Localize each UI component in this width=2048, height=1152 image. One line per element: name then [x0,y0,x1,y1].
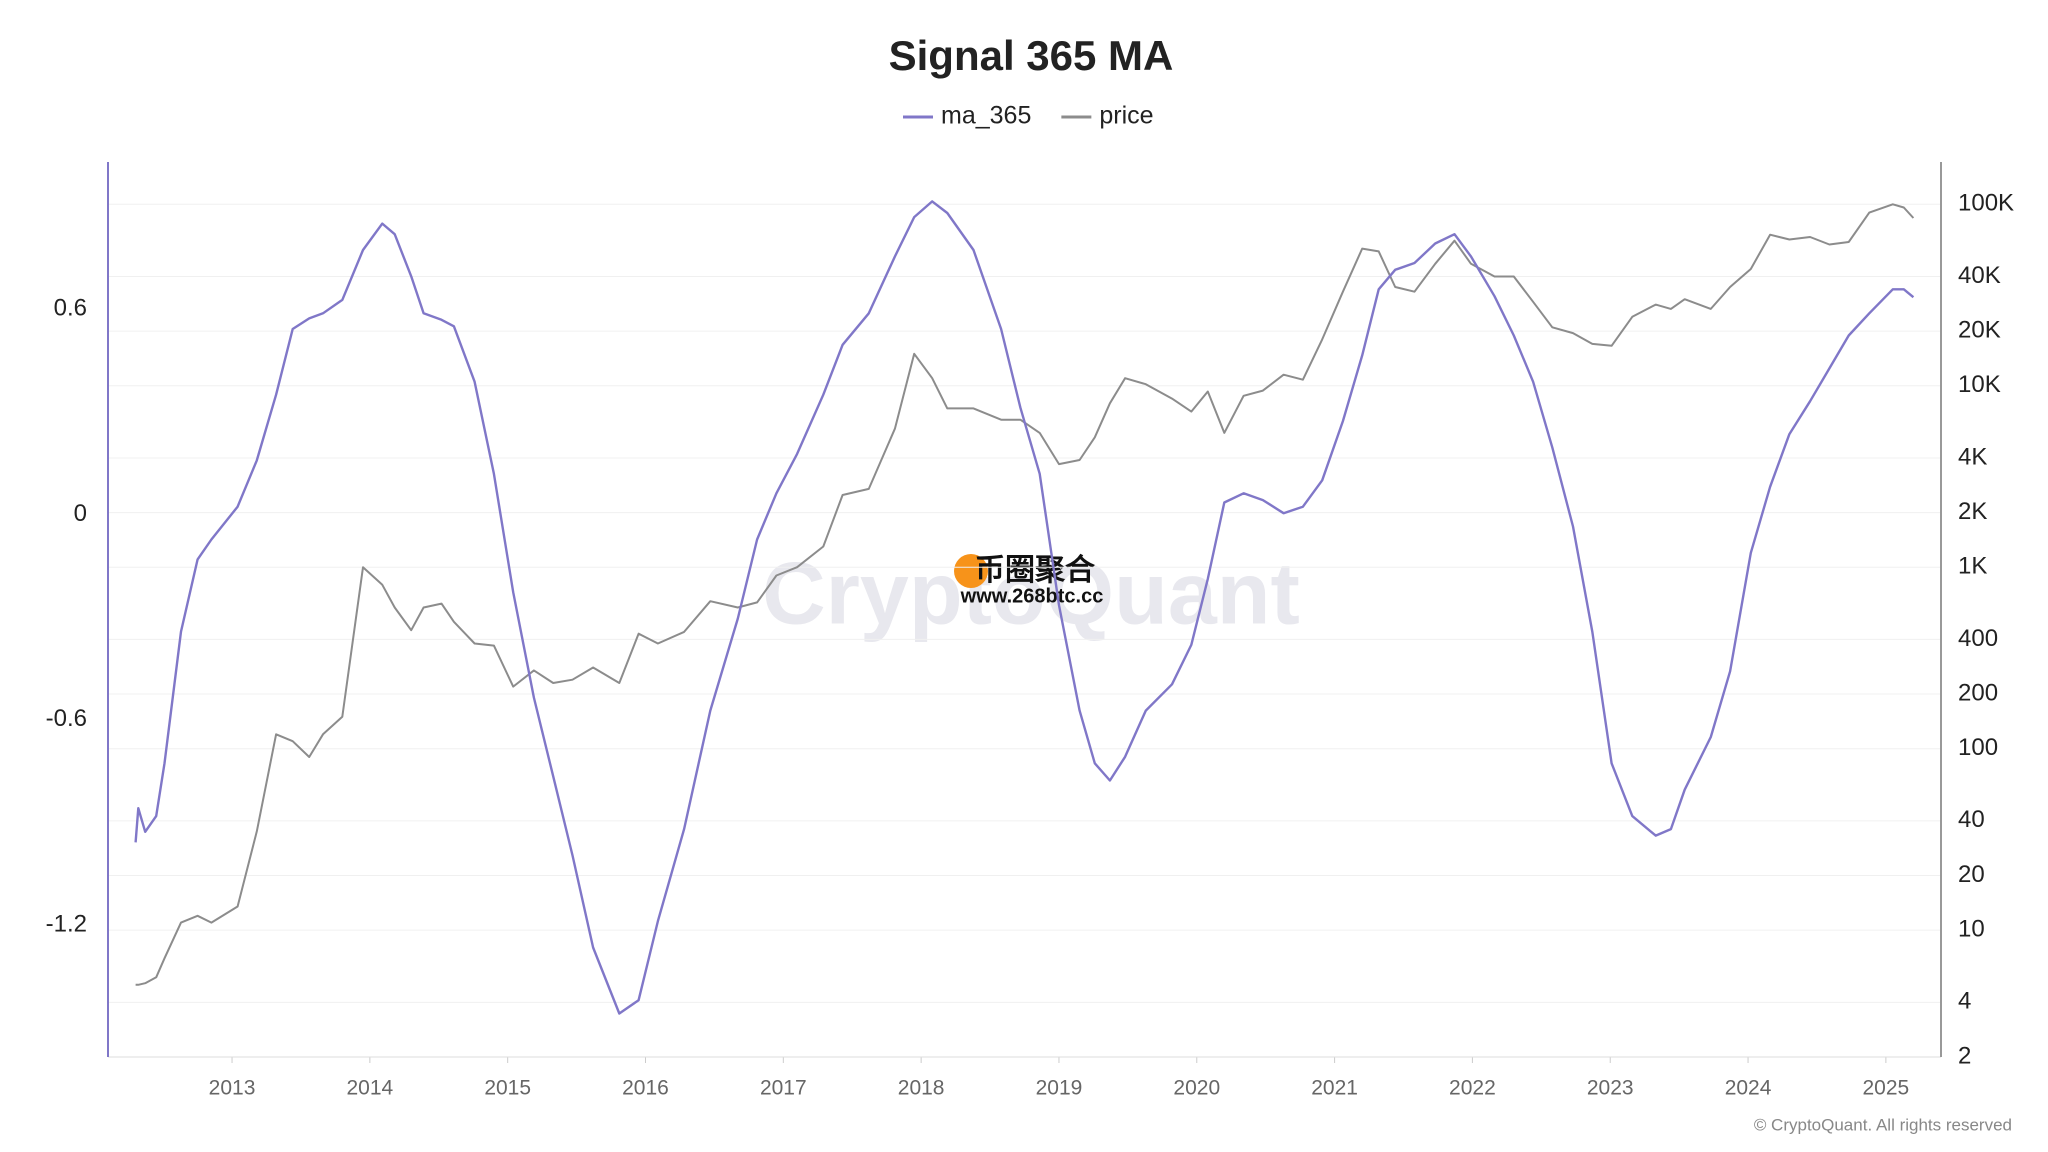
y2-tick-label: 2 [1958,1042,1971,1069]
y2-tick-label: 100K [1958,190,2014,217]
copyright: © CryptoQuant. All rights reserved [1754,1115,2012,1134]
x-tick-label: 2019 [1036,1077,1083,1100]
x-tick-label: 2015 [484,1077,531,1100]
x-tick-label: 2013 [209,1077,256,1100]
x-tick-label: 2016 [622,1077,669,1100]
x-tick-label: 2022 [1449,1077,1496,1100]
y-tick-label: -0.6 [46,705,87,732]
x-tick-label: 2020 [1173,1077,1220,1100]
x-tick-label: 2017 [760,1077,807,1100]
y2-tick-label: 2K [1958,498,1987,525]
legend-label: price [1099,102,1153,130]
y-tick-label: 0.6 [54,295,87,322]
overlay-title: 币圈聚合 [975,553,1095,587]
y2-tick-label: 40 [1958,806,1985,833]
y2-tick-label: 4 [1958,988,1971,1015]
series-line [135,203,1915,986]
overlay-url: www.268btc.cc [960,585,1104,607]
x-tick-label: 2018 [898,1077,945,1100]
y2-tick-label: 10 [1958,916,1985,943]
y2-tick-label: 4K [1958,443,1987,470]
logo-icon [954,554,988,588]
y-tick-label: -1.2 [46,911,87,938]
legend-label: ma_365 [941,102,1031,130]
chart-title: Signal 365 MA [889,32,1174,79]
x-tick-label: 2014 [346,1077,393,1100]
y2-tick-label: 100 [1958,734,1998,761]
y2-tick-label: 20 [1958,861,1985,888]
y2-tick-label: 400 [1958,625,1998,652]
y2-tick-label: 1K [1958,553,1987,580]
series-line [134,200,1915,1015]
y2-tick-label: 20K [1958,316,2001,343]
x-tick-label: 2021 [1311,1077,1358,1100]
y2-tick-label: 200 [1958,679,1998,706]
x-tick-label: 2023 [1587,1077,1634,1100]
y2-tick-label: 10K [1958,371,2001,398]
watermark: CryptoQuant [762,543,1300,642]
x-tick-label: 2024 [1725,1077,1772,1100]
y2-tick-label: 40K [1958,262,2001,289]
y-tick-label: 0 [74,500,87,527]
x-tick-label: 2025 [1863,1077,1910,1100]
